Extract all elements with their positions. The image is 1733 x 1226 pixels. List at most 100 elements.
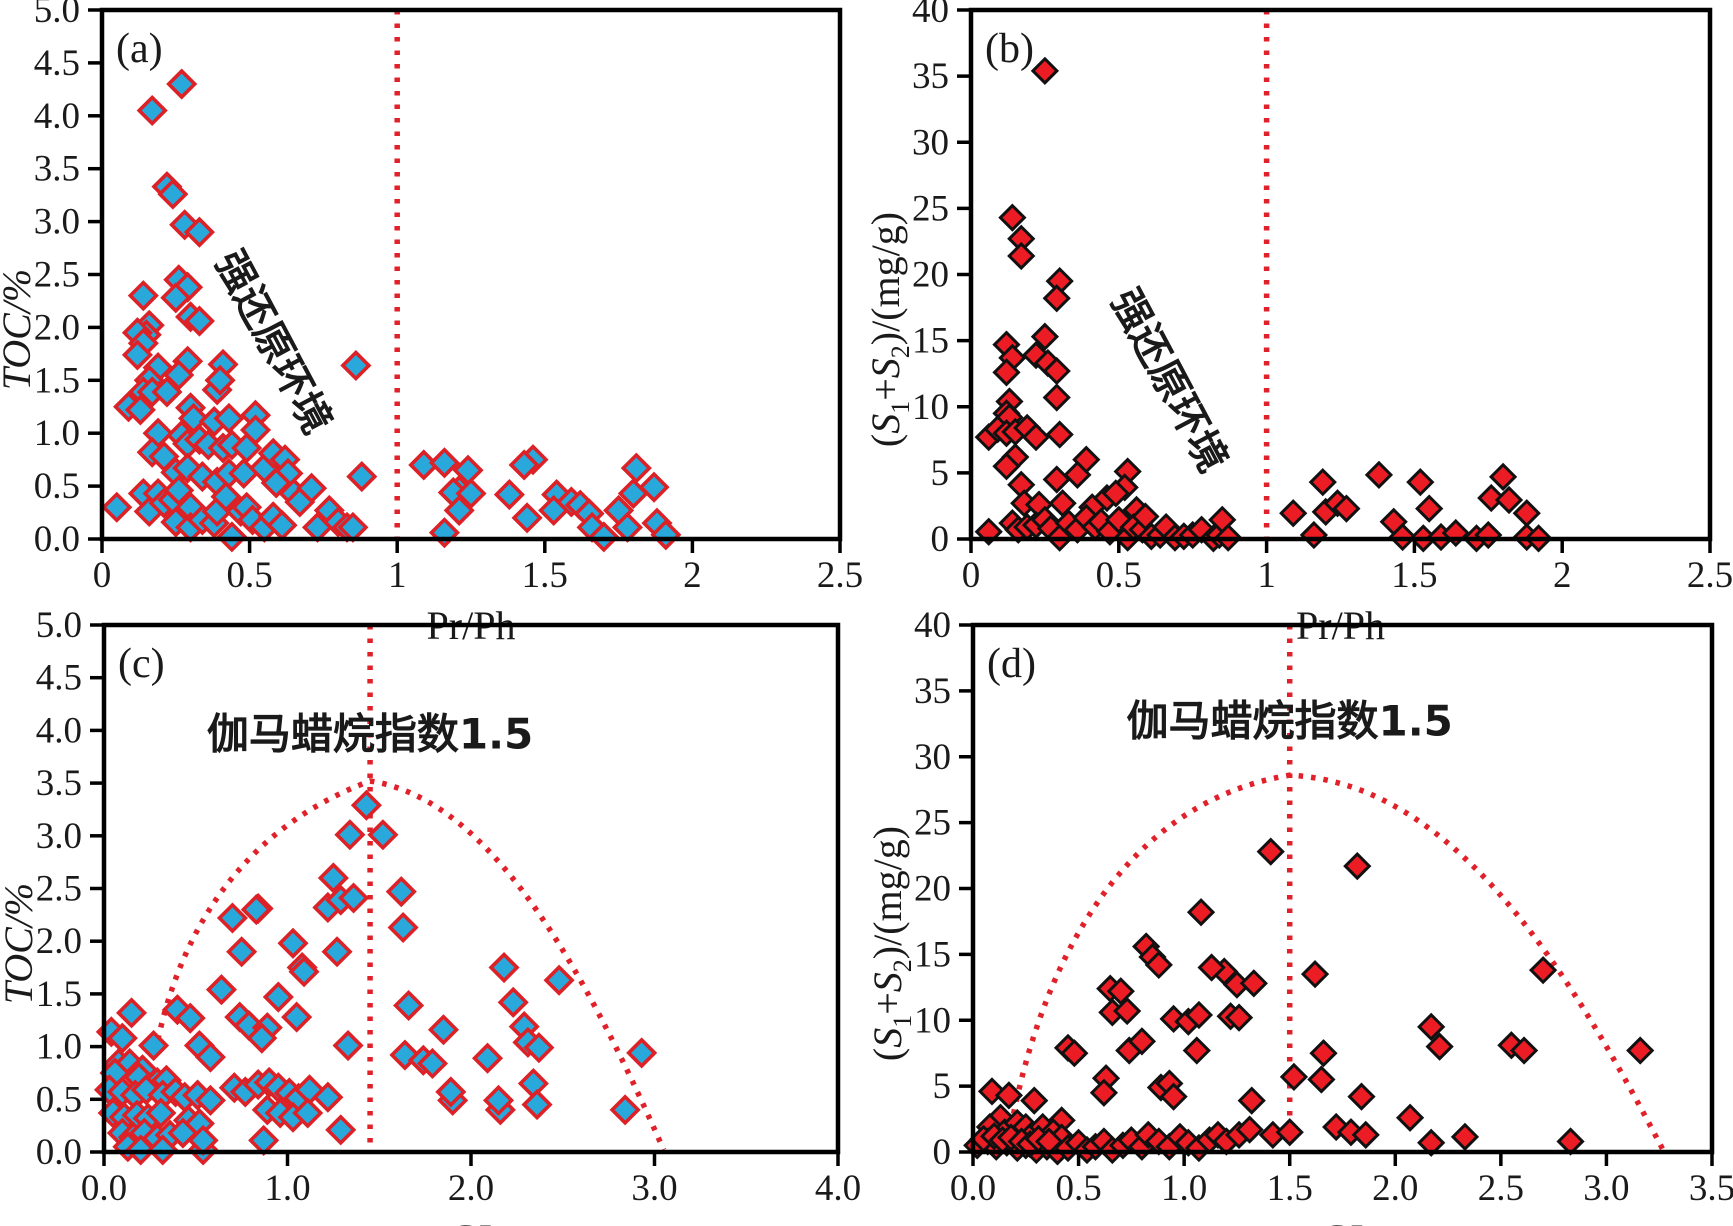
data-point	[163, 474, 195, 506]
y-tick-label: 5	[931, 453, 950, 494]
panel-letter: (a)	[116, 26, 163, 72]
data-point	[1307, 1065, 1336, 1094]
data-point	[1300, 960, 1330, 989]
y-tick-label: 0.5	[34, 466, 80, 507]
x-axis-ticks: 0.0 0.5 1.0 1.5 2.0 2.5 3.0 3.5	[950, 1152, 1733, 1209]
data-point	[1477, 483, 1506, 513]
data-point	[151, 376, 183, 408]
data-point	[338, 882, 370, 914]
data-point	[1020, 1086, 1049, 1115]
data-point	[136, 94, 168, 127]
y-tick-label: 10	[912, 387, 949, 428]
y-tick-label: 15	[912, 321, 949, 362]
y-tick-label: 10	[914, 1000, 951, 1041]
y-axis-ticks: 0.0 0.5 1.0 1.5 2.0 2.5 3.0 3.5 4.0 4.5 5.0	[34, 0, 102, 560]
data-point	[115, 997, 148, 1029]
data-point	[325, 1114, 357, 1146]
data-point	[204, 364, 236, 396]
y-tick-label: 35	[914, 671, 951, 712]
data-point	[1060, 1039, 1089, 1068]
axes-frame	[101, 622, 841, 1155]
data-points	[101, 68, 682, 553]
data-point	[1237, 1086, 1266, 1115]
x-tick-label: 3.5	[1689, 1168, 1733, 1209]
data-point	[1279, 499, 1308, 528]
y-tick-label: 40	[914, 605, 951, 646]
x-axis-ticks: 0 0.5 1 1.5 2 2.5	[93, 539, 863, 596]
data-point	[992, 358, 1021, 387]
envelope-dotted-arc	[1004, 772, 1666, 1152]
x-tick-label: 0.5	[1096, 555, 1142, 596]
panel-b-s1s2-vs-prph: 0 0.5 1 1.5 2 2.50510152025303540Pr/Ph(S1+S2)…	[863, 0, 1733, 648]
x-tick-label: 1.5	[1391, 555, 1437, 596]
data-point	[183, 305, 215, 337]
data-point	[1343, 851, 1372, 881]
data-point	[248, 1124, 280, 1156]
data-point	[998, 203, 1027, 232]
data-point	[121, 339, 153, 371]
data-point	[321, 936, 353, 968]
data-points	[93, 789, 658, 1166]
data-point	[246, 1022, 278, 1054]
data-point	[194, 1041, 226, 1073]
data-point	[137, 1030, 170, 1062]
y-tick-label: 25	[914, 803, 951, 844]
data-point	[1187, 515, 1216, 544]
x-tick-label: 0.0	[950, 1168, 996, 1209]
data-point	[1127, 1027, 1157, 1056]
data-point	[317, 862, 349, 894]
x-axis-ticks: 0 0.5 1 1.5 2 2.5	[962, 539, 1733, 596]
data-point	[1488, 462, 1518, 491]
y-tick-label: 4.5	[36, 658, 82, 699]
data-point	[127, 280, 159, 312]
y-tick-label: 0	[931, 519, 950, 560]
data-point	[124, 394, 156, 426]
data-point	[160, 282, 192, 314]
data-points	[974, 56, 1553, 553]
x-axis-label: GI	[450, 1216, 492, 1226]
data-point	[1042, 356, 1071, 386]
x-tick-label: 2.0	[448, 1168, 494, 1209]
data-point	[620, 452, 652, 484]
data-point	[166, 68, 198, 100]
y-tick-label: 5.0	[34, 0, 80, 31]
data-point	[1299, 520, 1329, 550]
data-point	[427, 1014, 460, 1046]
y-tick-label: 4.0	[36, 710, 82, 751]
data-point	[1494, 485, 1524, 515]
x-axis-label: GI	[1321, 1216, 1363, 1226]
y-tick-label: 0.5	[36, 1079, 82, 1120]
annotation-text: 强还原环境	[1101, 282, 1236, 480]
y-axis-ticks: 0.0 0.5 1.0 1.5 2.0 2.5 3.0 3.5 4.0 4.5 5.0	[36, 605, 104, 1173]
data-point	[508, 449, 540, 481]
data-point	[1256, 837, 1285, 866]
data-point	[1332, 494, 1361, 523]
data-point	[1045, 420, 1074, 449]
annotation-text: 伽马蜡烷指数1.5	[207, 709, 533, 758]
data-point	[346, 461, 378, 493]
data-points	[963, 837, 1655, 1166]
data-point	[174, 1002, 206, 1034]
data-point	[1450, 1122, 1480, 1151]
data-point	[1309, 1039, 1338, 1068]
data-point	[1224, 1003, 1254, 1032]
panel-letter: (d)	[987, 641, 1036, 687]
data-point	[1113, 996, 1142, 1026]
y-tick-label: 3.5	[34, 149, 80, 190]
data-point	[1239, 969, 1268, 998]
data-point	[493, 479, 525, 511]
y-axis-label: (S1+S2)/(mg/g)	[865, 826, 917, 1061]
data-point	[1417, 1128, 1446, 1157]
data-point	[1275, 1118, 1304, 1147]
x-tick-label: 2	[1553, 555, 1572, 596]
y-tick-label: 2.5	[36, 869, 82, 910]
x-tick-label: 0.5	[226, 555, 272, 596]
y-tick-label: 1.0	[34, 413, 80, 454]
x-tick-label: 1.5	[522, 555, 568, 596]
data-point	[1347, 1082, 1376, 1111]
data-point	[455, 477, 487, 510]
y-tick-label: 2.0	[34, 307, 80, 348]
data-point	[1626, 1036, 1655, 1065]
data-point	[157, 178, 189, 210]
panel-a-toc-vs-prph: 0 0.5 1 1.5 2 2.5 0.0 0.5 1.0 1.5 2.0 2.5 3.0 3.5 4.0 4…	[0, 0, 863, 648]
